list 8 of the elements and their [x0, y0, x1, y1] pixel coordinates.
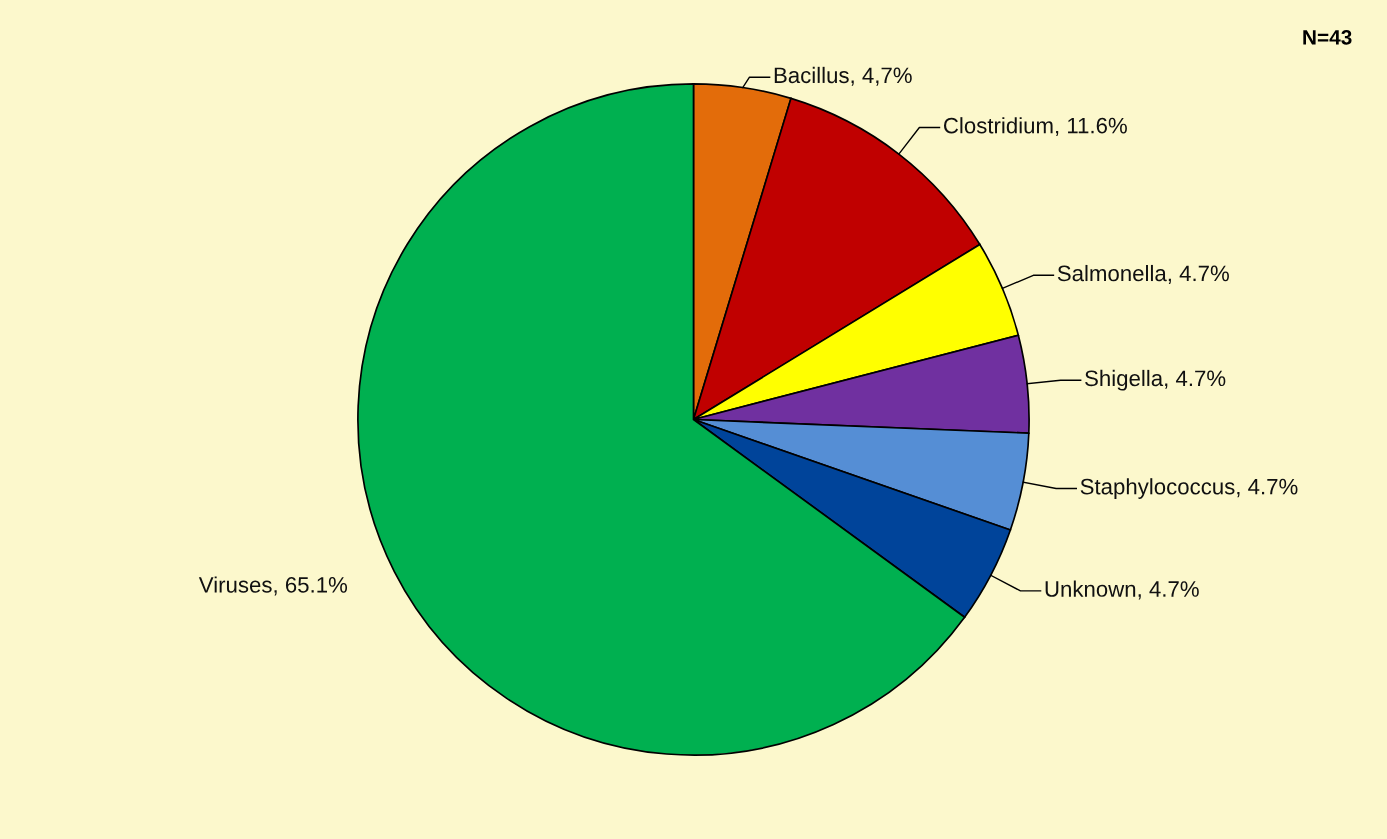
- slice-label: Bacillus, 4,7%: [774, 66, 912, 86]
- slice-label: Viruses, 65.1%: [198, 576, 348, 596]
- slice-label: Staphylococcus, 4.7%: [1080, 478, 1298, 499]
- slice-label: Clostridium, 11.6%: [944, 117, 1127, 137]
- slice-label: Shigella, 4.7%: [1085, 369, 1226, 391]
- text: N=43: [1303, 29, 1352, 45]
- slice-label: Unknown, 4.7%: [1045, 580, 1199, 600]
- slice-label: Salmonella, 4.7%: [1057, 264, 1229, 284]
